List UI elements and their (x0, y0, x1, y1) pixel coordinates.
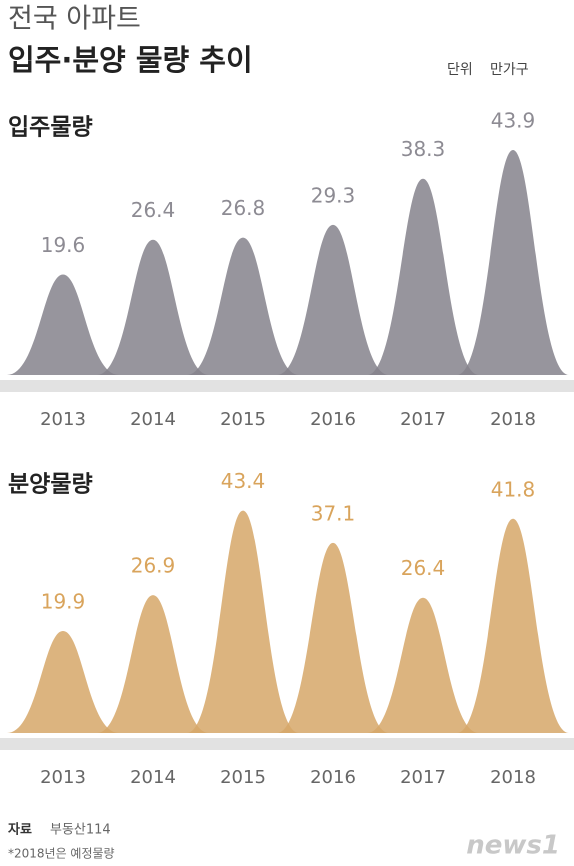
x-tick-label: 2018 (490, 409, 536, 430)
title-line1: 전국 아파트 (8, 4, 141, 35)
value-label: 29.3 (311, 183, 356, 207)
peak (97, 595, 209, 733)
value-label: 37.1 (311, 501, 356, 525)
baseline-band (0, 380, 574, 392)
peak (277, 542, 389, 733)
value-label: 43.4 (221, 469, 266, 493)
value-label: 26.9 (131, 554, 176, 578)
x-tick-label: 2016 (310, 409, 356, 430)
x-tick-label: 2017 (400, 409, 446, 430)
x-tick-label: 2014 (130, 767, 176, 788)
title-line2: 입주·분양 물량 추이 (8, 43, 253, 77)
x-tick-label: 2015 (220, 767, 266, 788)
baseline-band (0, 738, 574, 750)
x-tick-label: 2015 (220, 409, 266, 430)
peak (187, 510, 299, 733)
peak (367, 597, 479, 733)
peak (457, 150, 569, 375)
peak (277, 224, 389, 375)
peak (7, 631, 119, 733)
panel-title: 입주물량 (8, 115, 93, 141)
source: 부동산114 (50, 823, 111, 838)
value-label: 43.9 (491, 109, 536, 133)
value-label: 26.4 (401, 556, 446, 580)
x-tick-label: 2018 (490, 767, 536, 788)
peak (187, 237, 299, 375)
note: *2018년은 예정물량 (8, 847, 115, 861)
source-label: 자료 (8, 823, 32, 838)
value-label: 19.6 (41, 233, 86, 257)
peak (367, 178, 479, 375)
peak (97, 239, 209, 375)
value-label: 26.4 (131, 198, 176, 222)
x-tick-label: 2017 (400, 767, 446, 788)
x-tick-label: 2013 (40, 767, 86, 788)
unit: 만가구 (490, 62, 529, 78)
logo: news1 (466, 831, 560, 861)
value-label: 19.9 (41, 590, 86, 614)
x-tick-label: 2014 (130, 409, 176, 430)
value-label: 41.8 (491, 477, 536, 501)
panel-title: 분양물량 (8, 472, 93, 498)
x-tick-label: 2016 (310, 767, 356, 788)
value-label: 38.3 (401, 137, 446, 161)
x-tick-label: 2013 (40, 409, 86, 430)
unit-label: 단위 (447, 62, 473, 78)
peak (457, 518, 569, 733)
value-label: 26.8 (221, 196, 266, 220)
peak (7, 274, 119, 375)
